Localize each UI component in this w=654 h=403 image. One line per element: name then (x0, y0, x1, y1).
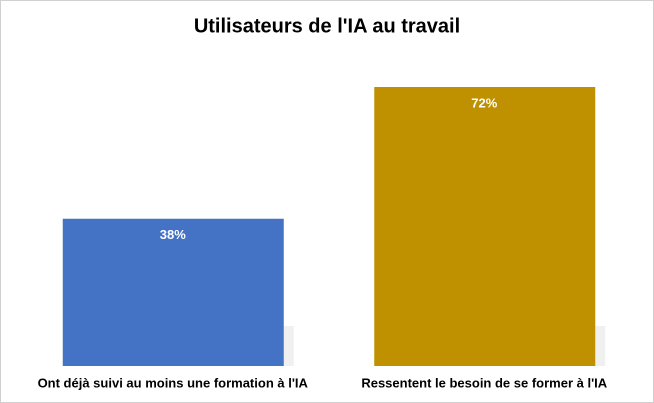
x-tick-label: Ont déjà suivi au moins une formation à … (38, 375, 309, 390)
value-label: 38% (160, 227, 186, 242)
bar (374, 87, 596, 366)
x-tick-label: Ressentent le besoin de se former à l'IA (361, 375, 607, 390)
bar (62, 218, 284, 366)
chart-title: Utilisateurs de l'IA au travail (194, 15, 460, 37)
value-label: 72% (471, 95, 497, 110)
